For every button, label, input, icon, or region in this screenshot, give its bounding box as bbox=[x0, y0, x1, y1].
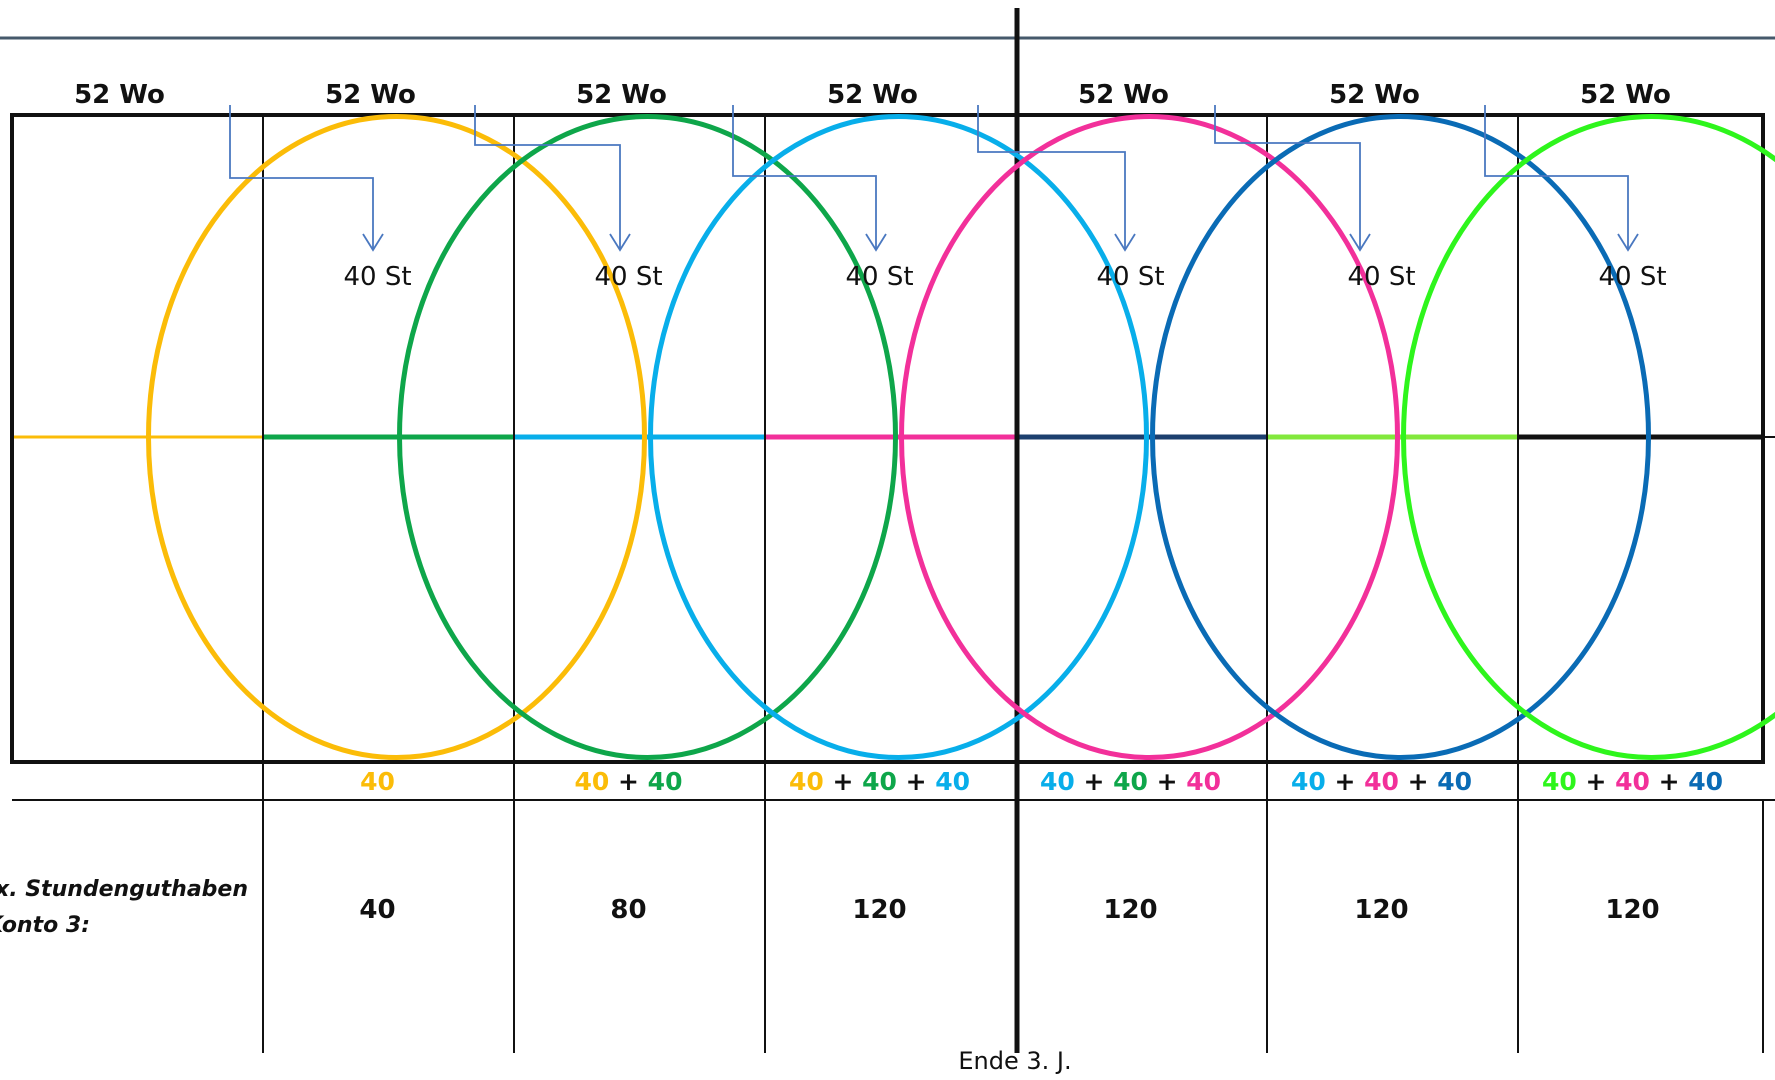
ellipse-green bbox=[397, 114, 898, 760]
sum-term: 40 bbox=[789, 767, 824, 796]
total-4: 120 bbox=[1103, 895, 1157, 925]
ellipses bbox=[146, 114, 1775, 760]
deposit-label-3: 40 St bbox=[845, 262, 913, 292]
column-header-0: 52 Wo bbox=[74, 80, 165, 110]
ellipse-bright_green bbox=[1401, 114, 1775, 760]
sum-term: 40 bbox=[862, 767, 897, 796]
arrow-head-6 bbox=[1617, 233, 1639, 252]
sum-term: 40 bbox=[935, 767, 970, 796]
sum-term: 40 bbox=[1040, 767, 1075, 796]
arrow-5 bbox=[1214, 105, 1361, 250]
sum-term: 40 bbox=[1291, 767, 1326, 796]
arrow-head-3 bbox=[865, 233, 887, 252]
ellipse-blue bbox=[1150, 114, 1651, 760]
arrow-head-2 bbox=[609, 233, 631, 252]
arrow-6 bbox=[1484, 105, 1629, 250]
total-6: 120 bbox=[1605, 895, 1659, 925]
column-header-6: 52 Wo bbox=[1580, 80, 1671, 110]
arrows bbox=[229, 105, 1639, 252]
sum-row-1: 40 bbox=[360, 767, 395, 796]
total-5: 120 bbox=[1354, 895, 1408, 925]
plus-sign: + bbox=[1075, 767, 1113, 796]
arrow-1 bbox=[229, 105, 374, 250]
column-header-3: 52 Wo bbox=[827, 80, 918, 110]
sum-term: 40 bbox=[1437, 767, 1472, 796]
deposit-label-5: 40 St bbox=[1347, 262, 1415, 292]
sum-rows: 40 40 + 40 40 + 40 + 40 40 + 40 + 40 40 + 40… bbox=[360, 767, 1723, 796]
arrow-4 bbox=[977, 105, 1126, 250]
arrow-2 bbox=[474, 105, 621, 250]
plus-sign: + bbox=[1399, 767, 1437, 796]
column-header-1: 52 Wo bbox=[325, 80, 416, 110]
sum-term: 40 bbox=[1615, 767, 1650, 796]
plus-sign: + bbox=[1326, 767, 1364, 796]
plus-sign: + bbox=[897, 767, 935, 796]
total-2: 80 bbox=[610, 895, 646, 925]
column-header-5: 52 Wo bbox=[1329, 80, 1420, 110]
arrow-3 bbox=[732, 105, 877, 250]
sum-row-2: 40 + 40 bbox=[575, 767, 683, 796]
totals: 40 80 120 120 120 120 bbox=[359, 895, 1659, 925]
ellipse-pink bbox=[899, 114, 1400, 760]
deposit-label-4: 40 St bbox=[1096, 262, 1164, 292]
column-header-4: 52 Wo bbox=[1078, 80, 1169, 110]
plus-sign: + bbox=[1148, 767, 1186, 796]
deposit-label-6: 40 St bbox=[1598, 262, 1666, 292]
arrow-head-4 bbox=[1114, 233, 1136, 252]
sum-term: 40 bbox=[1688, 767, 1723, 796]
sum-row-5: 40 + 40 + 40 bbox=[1291, 767, 1472, 796]
plus-sign: + bbox=[1650, 767, 1688, 796]
sum-row-4: 40 + 40 + 40 bbox=[1040, 767, 1221, 796]
footer-label: Ende 3. J. bbox=[958, 1047, 1071, 1075]
sum-term: 40 bbox=[575, 767, 610, 796]
sum-term: 40 bbox=[648, 767, 683, 796]
total-1: 40 bbox=[359, 895, 395, 925]
plus-sign: + bbox=[609, 767, 647, 796]
sum-term: 40 bbox=[360, 767, 395, 796]
plus-sign: + bbox=[1577, 767, 1615, 796]
sum-term: 40 bbox=[1542, 767, 1577, 796]
ellipse-cyan bbox=[648, 114, 1149, 760]
arrow-head-1 bbox=[362, 233, 384, 252]
column-header-2: 52 Wo bbox=[576, 80, 667, 110]
deposit-label-1: 40 St bbox=[343, 262, 411, 292]
total-3: 120 bbox=[852, 895, 906, 925]
sum-term: 40 bbox=[1364, 767, 1399, 796]
ellipse-yellow bbox=[146, 114, 647, 760]
row-label-line-1: x. Stundenguthaben bbox=[0, 877, 248, 902]
sum-term: 40 bbox=[1113, 767, 1148, 796]
sum-row-3: 40 + 40 + 40 bbox=[789, 767, 970, 796]
plus-sign: + bbox=[824, 767, 862, 796]
arrow-head-5 bbox=[1349, 233, 1371, 252]
sum-term: 40 bbox=[1186, 767, 1221, 796]
deposit-label-2: 40 St bbox=[594, 262, 662, 292]
deposit-labels: 40 St 40 St 40 St 40 St 40 St 40 St bbox=[343, 262, 1666, 292]
sum-row-6: 40 + 40 + 40 bbox=[1542, 767, 1723, 796]
row-label-line-2: Konto 3: bbox=[0, 913, 90, 938]
column-headers: 52 Wo 52 Wo 52 Wo 52 Wo 52 Wo 52 Wo 52 Wo bbox=[74, 80, 1671, 110]
